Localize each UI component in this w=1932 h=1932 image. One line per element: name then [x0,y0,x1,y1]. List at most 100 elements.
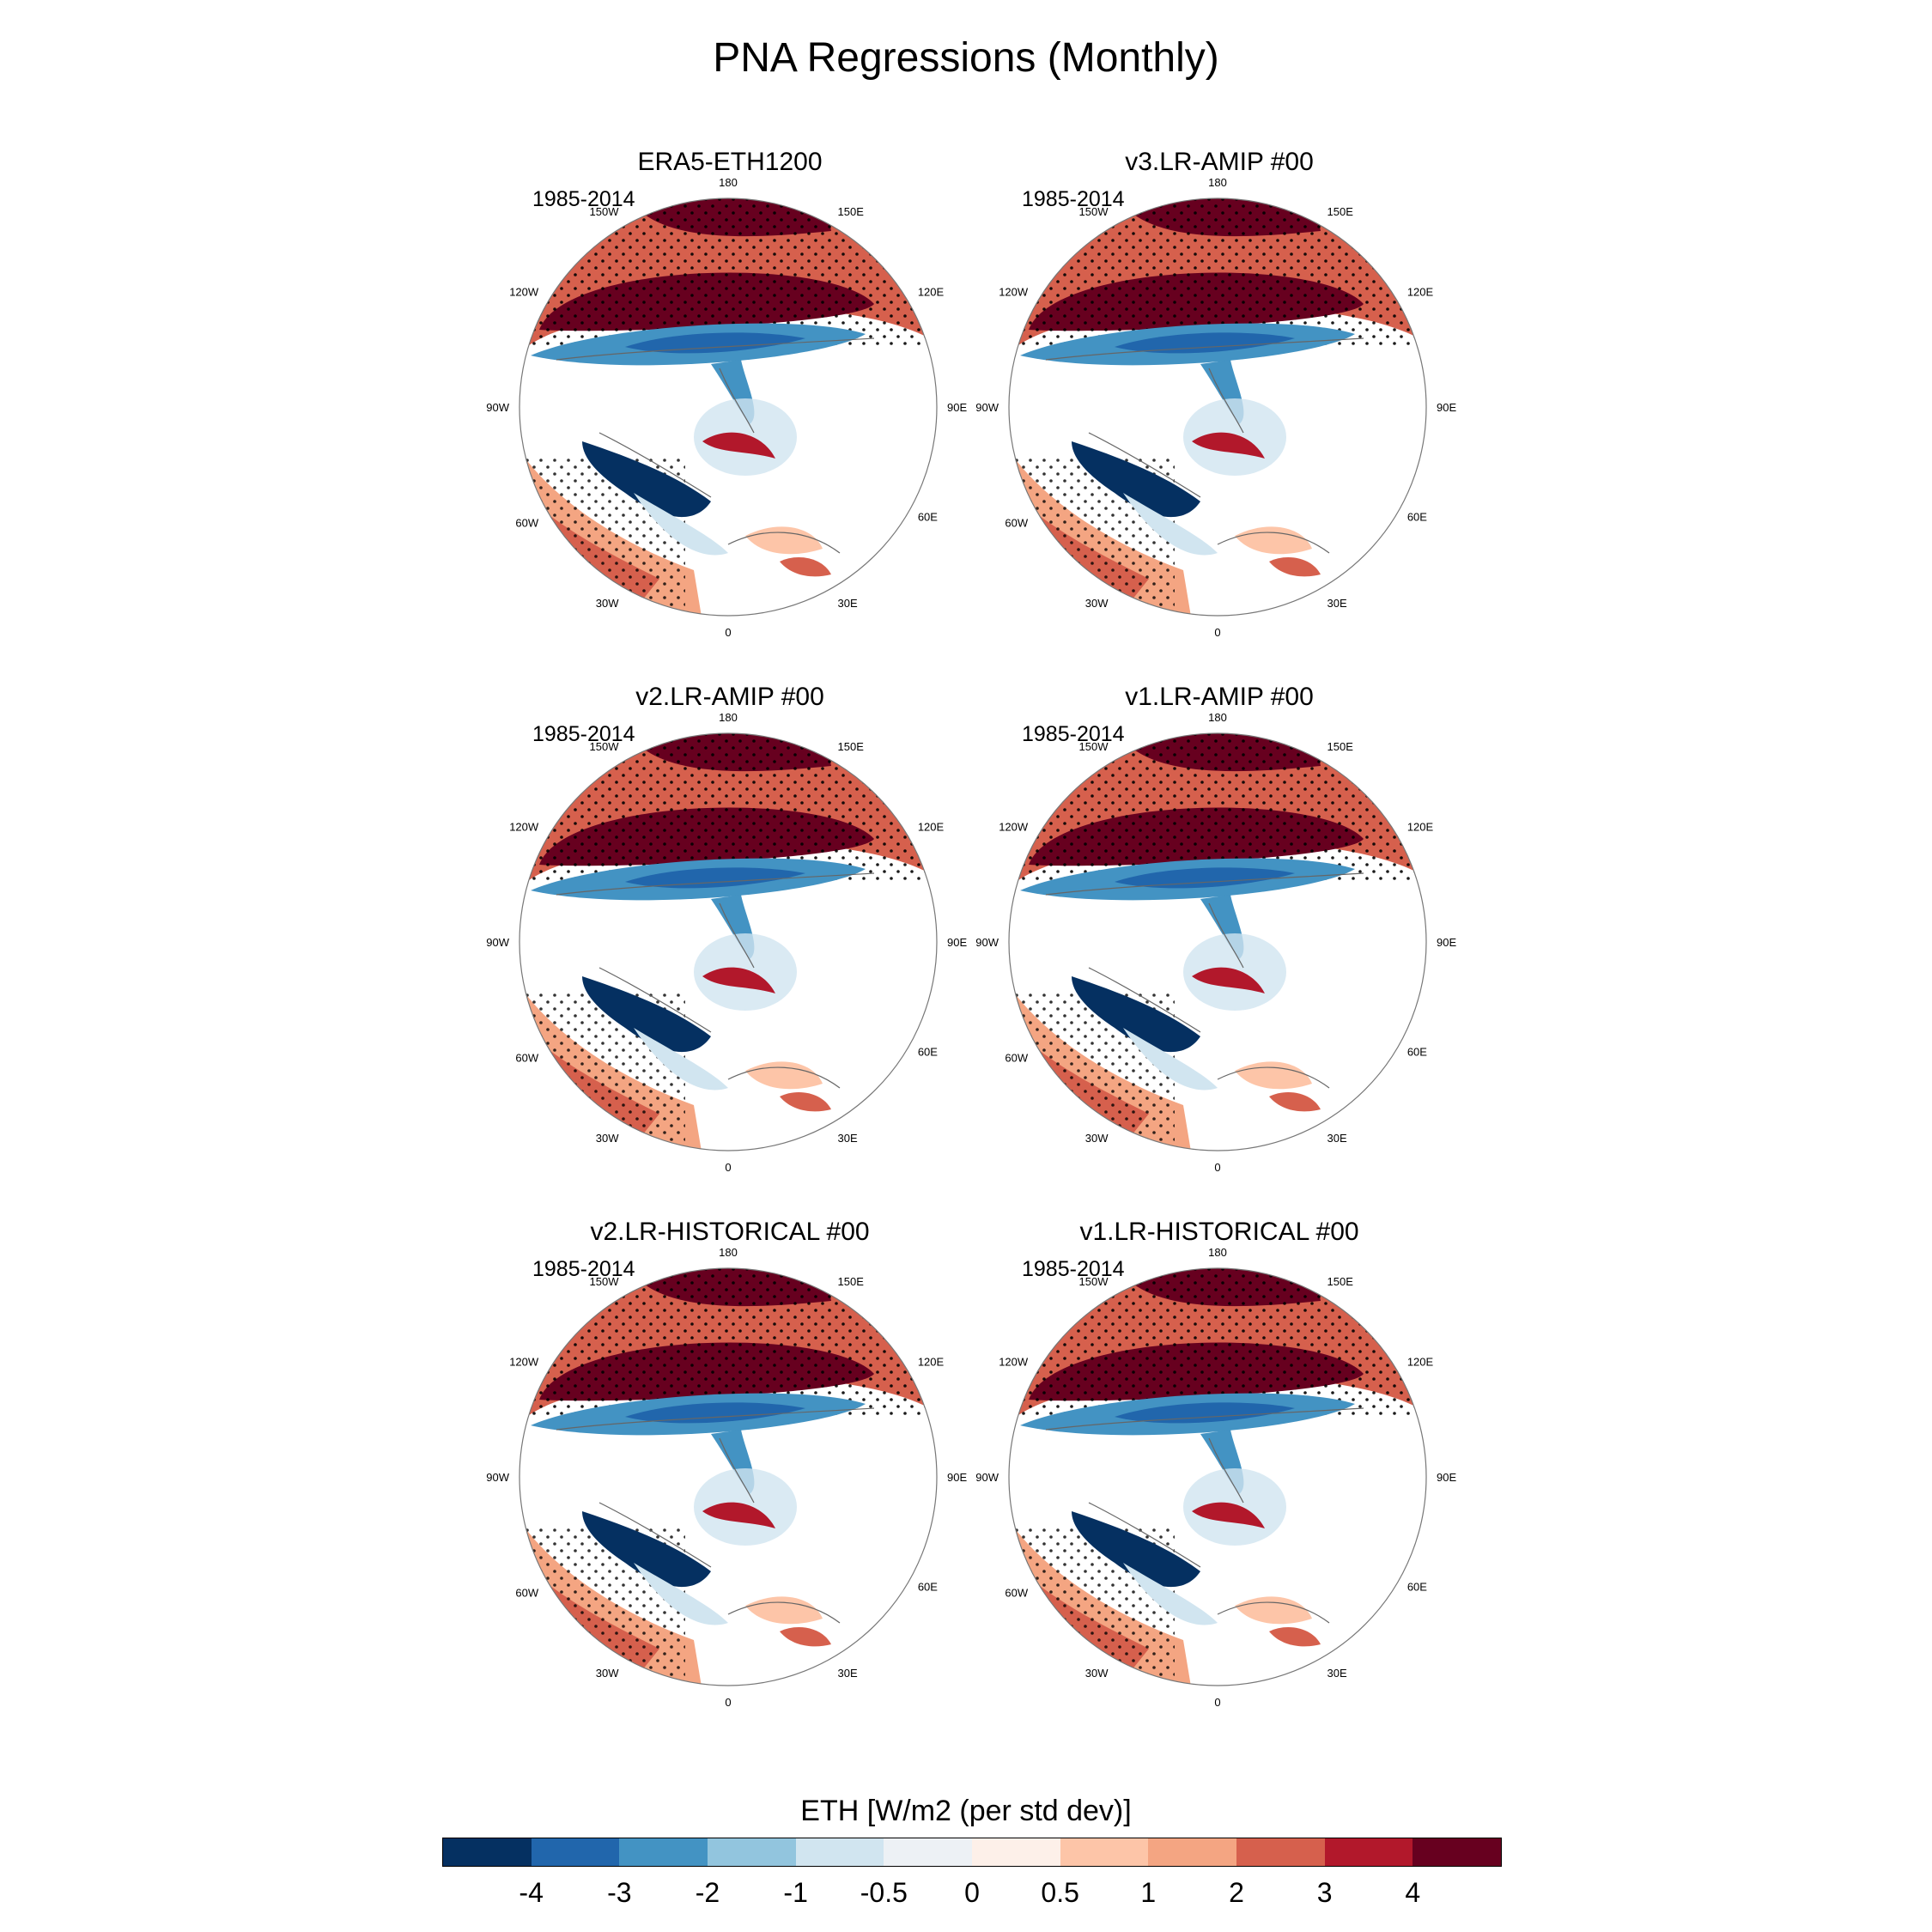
longitude-label: 30W [1085,597,1109,610]
map-boundary [1008,732,1427,1151]
atlantic-negative-region [582,441,711,518]
colorbar-swatch [1060,1838,1149,1866]
longitude-label: 150W [590,740,620,753]
colorbar-tick-label: 3 [1316,1877,1333,1908]
longitude-label: 30E [838,597,858,610]
longitude-label: 90E [1437,401,1456,414]
longitude-label: 180 [719,711,738,724]
panel-period: 1985-2014 [1022,187,1125,211]
colorbar-swatch [708,1838,796,1866]
coastlines [556,337,875,554]
map-boundary [519,1267,938,1686]
longitude-label: 120W [999,286,1029,299]
map-boundary [1008,1267,1427,1686]
coastlines [556,872,875,1089]
longitude-label: 120W [509,821,539,834]
polar-map: 180 150E 120E 90E 60E 30E 0 30W 60W 90W 120W 150W [486,176,967,639]
colorbar-swatch [972,1838,1060,1866]
longitude-label: 0 [725,1161,731,1174]
coastlines [1045,1407,1364,1624]
longitude-label: 90E [947,1471,967,1484]
longitude-label: 30E [1327,1667,1347,1680]
polar-map: 180 150E 120E 90E 60E 30E 0 30W 60W 90W 120W 150W [486,1246,967,1709]
longitude-label: 60E [918,511,938,524]
longitude-label: 90E [1437,1471,1456,1484]
longitude-label: 30E [838,1132,858,1145]
panel-title: v1.LR-AMIP #00 [1125,683,1314,711]
longitude-label: 90W [486,936,509,949]
panel-title: v1.LR-HISTORICAL #00 [1079,1218,1359,1246]
panel-period: 1985-2014 [532,1257,635,1281]
longitude-label: 30E [1327,597,1347,610]
colorbar-swatch [1324,1838,1413,1866]
colorbar-tick-label: -1 [783,1877,808,1908]
colorbar-swatch [443,1838,532,1866]
longitude-label: 90E [947,401,967,414]
longitude-label: 0 [725,626,731,639]
colorbar-title: ETH [W/m2 (per std dev)] [800,1795,1132,1827]
longitude-label: 30W [1085,1667,1109,1680]
longitude-label: 150W [590,1275,620,1288]
panel-title: v2.LR-HISTORICAL #00 [590,1218,870,1246]
colorbar-tick-label: 2 [1229,1877,1244,1908]
longitude-label: 60E [1407,1581,1427,1594]
longitude-label: 30W [1085,1132,1109,1145]
longitude-label: 150W [1079,1275,1109,1288]
longitude-label: 30W [596,1667,619,1680]
panel-period: 1985-2014 [532,722,635,746]
coastlines [556,1407,875,1624]
longitude-label: 120E [918,821,945,834]
longitude-label: 150E [1327,740,1354,753]
colorbar-tick-label: -2 [695,1877,720,1908]
map-panel: v2.LR-HISTORICAL #00 1985-2014 180 150E 120E… [486,1218,970,1709]
longitude-label: 180 [1208,1246,1227,1259]
map-panel: v3.LR-AMIP #00 1985-2014 180 150E 120E 90E 60E… [975,148,1460,639]
panel-title: v3.LR-AMIP #00 [1125,148,1314,176]
longitude-label: 150E [1327,1275,1354,1288]
polar-map: 180 150E 120E 90E 60E 30E 0 30W 60W 90W 120W 150W [975,1246,1456,1709]
longitude-label: 0 [1214,626,1220,639]
colorbar-swatch [1148,1838,1237,1866]
longitude-label: 30W [596,597,619,610]
map-panel: v2.LR-AMIP #00 1985-2014 180 150E 120E 90E 60E… [486,683,970,1174]
coastlines [1045,872,1364,1089]
longitude-label: 60W [515,1052,538,1065]
longitude-label: 90W [975,1471,999,1484]
longitude-label: 120W [509,286,539,299]
coastlines [1045,337,1364,554]
map-panel: v1.LR-HISTORICAL #00 1985-2014 180 150E 120E… [975,1218,1460,1709]
atlantic-negative-region [1072,1511,1200,1588]
colorbar-swatch [1236,1838,1325,1866]
map-panel: v1.LR-AMIP #00 1985-2014 180 150E 120E 90E 60E… [975,683,1460,1174]
longitude-label: 90W [486,401,509,414]
longitude-label: 60W [515,517,538,530]
polar-map: 180 150E 120E 90E 60E 30E 0 30W 60W 90W 120W 150W [486,711,967,1174]
colorbar-tick-label: 4 [1405,1877,1421,1908]
colorbar-tick-label: 0 [964,1877,980,1908]
colorbar-tick-label: -3 [607,1877,632,1908]
longitude-label: 120W [999,821,1029,834]
longitude-label: 120E [1407,286,1434,299]
longitude-label: 120E [918,286,945,299]
atlantic-negative-region [582,976,711,1053]
page-title: PNA Regressions (Monthly) [713,35,1219,81]
longitude-label: 30E [1327,1132,1347,1145]
longitude-label: 60E [1407,511,1427,524]
longitude-label: 90E [1437,936,1456,949]
longitude-label: 60E [918,1046,938,1059]
colorbar-ticks: -4 -3 -2 -1 -0.5 0 0.5 1 2 3 4 [443,1877,1501,1911]
atlantic-negative-region [582,1511,711,1588]
panel-period: 1985-2014 [1022,1257,1125,1281]
longitude-label: 120W [509,1356,539,1369]
longitude-label: 150W [1079,205,1109,218]
panel-title: v2.LR-AMIP #00 [635,683,824,711]
longitude-label: 180 [719,1246,738,1259]
longitude-label: 150E [838,205,865,218]
colorbar-tick-label: -0.5 [860,1877,908,1908]
map-boundary [519,197,938,617]
longitude-label: 180 [1208,711,1227,724]
colorbar-swatch [619,1838,708,1866]
longitude-label: 90W [486,1471,509,1484]
atlantic-negative-region [1072,441,1200,518]
longitude-label: 150W [1079,740,1109,753]
